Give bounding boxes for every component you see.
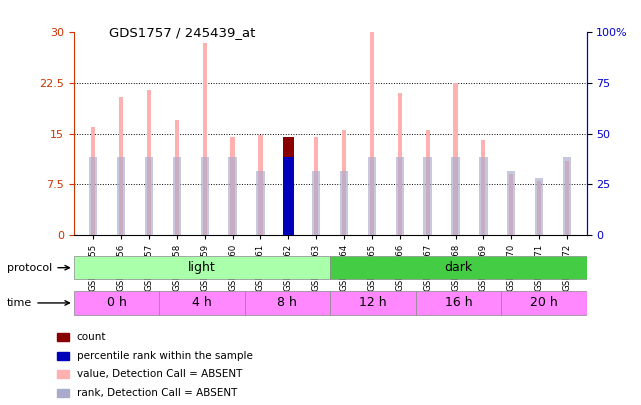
Bar: [283, 157, 294, 235]
Bar: [330, 256, 587, 279]
Bar: [201, 157, 209, 235]
Bar: [203, 43, 207, 235]
Bar: [451, 157, 460, 235]
Bar: [57, 370, 69, 378]
Bar: [258, 135, 263, 235]
Bar: [507, 171, 515, 235]
Bar: [231, 137, 235, 235]
Bar: [245, 291, 330, 315]
Bar: [509, 174, 513, 235]
Bar: [89, 157, 97, 235]
Text: dark: dark: [444, 261, 472, 274]
Text: count: count: [77, 332, 106, 342]
Bar: [565, 161, 569, 235]
Bar: [91, 127, 96, 235]
Bar: [314, 137, 319, 235]
Bar: [74, 256, 330, 279]
Bar: [537, 181, 541, 235]
Bar: [415, 291, 501, 315]
Bar: [397, 93, 402, 235]
Bar: [57, 333, 69, 341]
Text: protocol: protocol: [7, 263, 69, 273]
Text: value, Detection Call = ABSENT: value, Detection Call = ABSENT: [77, 369, 242, 379]
Text: 0 h: 0 h: [106, 296, 126, 309]
Bar: [481, 141, 485, 235]
Text: light: light: [188, 261, 216, 274]
Bar: [147, 90, 151, 235]
Bar: [74, 291, 159, 315]
Text: rank, Detection Call = ABSENT: rank, Detection Call = ABSENT: [77, 388, 237, 398]
Text: time: time: [7, 298, 69, 308]
Text: 4 h: 4 h: [192, 296, 212, 309]
Text: GDS1757 / 245439_at: GDS1757 / 245439_at: [109, 26, 255, 39]
Bar: [312, 171, 320, 235]
Bar: [117, 157, 125, 235]
Bar: [228, 157, 237, 235]
Bar: [175, 120, 179, 235]
Bar: [424, 157, 432, 235]
Bar: [57, 389, 69, 396]
Bar: [159, 291, 245, 315]
Bar: [368, 157, 376, 235]
Bar: [119, 96, 123, 235]
Bar: [145, 157, 153, 235]
Bar: [342, 130, 346, 235]
Bar: [370, 32, 374, 235]
Bar: [340, 171, 348, 235]
Bar: [57, 352, 69, 360]
Text: 12 h: 12 h: [359, 296, 387, 309]
Bar: [330, 291, 415, 315]
Text: 8 h: 8 h: [278, 296, 297, 309]
Bar: [479, 157, 488, 235]
Bar: [535, 177, 544, 235]
Bar: [563, 157, 571, 235]
Bar: [453, 83, 458, 235]
Bar: [501, 291, 587, 315]
Bar: [426, 130, 429, 235]
Bar: [283, 137, 294, 235]
Bar: [395, 157, 404, 235]
Text: 16 h: 16 h: [444, 296, 472, 309]
Text: percentile rank within the sample: percentile rank within the sample: [77, 351, 253, 361]
Bar: [172, 157, 181, 235]
Bar: [256, 171, 265, 235]
Text: 20 h: 20 h: [530, 296, 558, 309]
